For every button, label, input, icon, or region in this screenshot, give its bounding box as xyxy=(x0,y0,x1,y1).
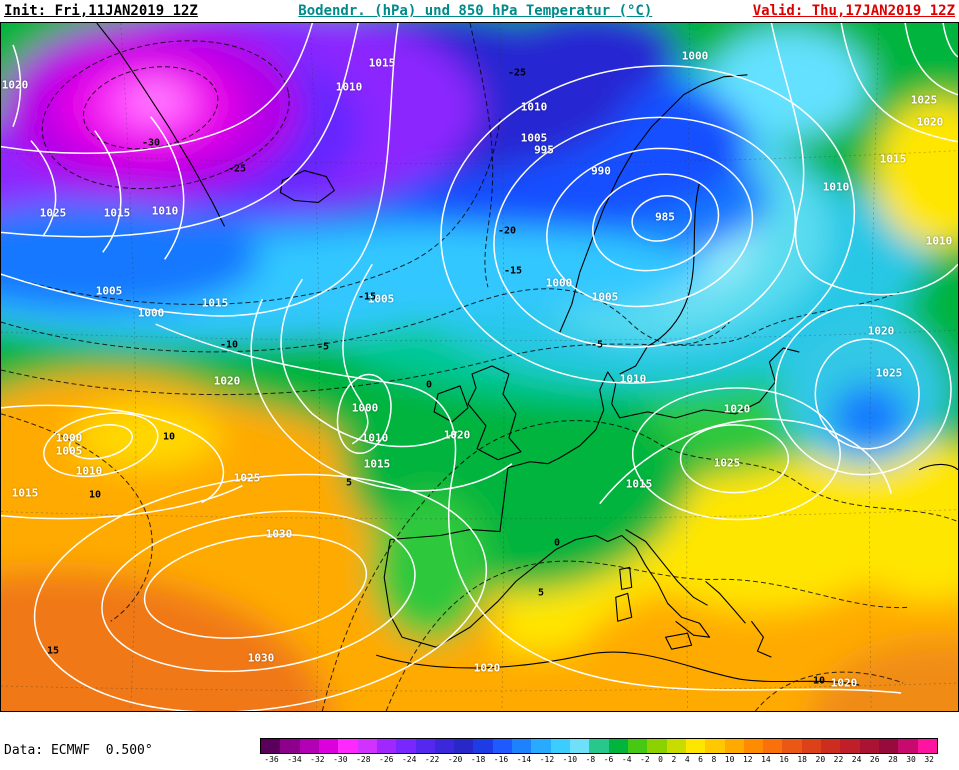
color-scale-cell xyxy=(705,739,725,753)
color-scale-cell xyxy=(550,739,570,753)
scale-tick-label: 14 xyxy=(761,755,771,764)
scale-tick-label: 32 xyxy=(924,755,934,764)
scale-tick-label: -30 xyxy=(333,755,348,764)
color-scale-cell xyxy=(879,739,899,753)
scale-tick-label: -2 xyxy=(640,755,650,764)
scale-tick-label: 8 xyxy=(711,755,717,764)
scale-tick-label: 26 xyxy=(869,755,880,764)
temperature-scale: -36 -34 -32 -30 -28 -26 -24 -22 -20 -18 -16 -14 -12-… xyxy=(260,738,938,765)
color-scale-ticks: -36 -34 -32 -30 -28 -26 -24 -22 -20 -18 -16 -14 -12-… xyxy=(260,755,938,765)
scale-tick-label: 24 xyxy=(851,755,862,764)
scale-tick-label: 12 xyxy=(742,755,753,764)
scale-tick-label: 10 xyxy=(724,755,735,764)
temperature-field xyxy=(1,23,958,711)
scale-tick-label: -8 xyxy=(585,755,596,764)
chart-header: Init: Fri,11JAN2019 12Z Bodendr. (hPa) u… xyxy=(0,0,959,22)
scale-tick-label: 22 xyxy=(833,755,844,764)
color-scale-cell xyxy=(589,739,609,753)
color-scale-bar xyxy=(260,738,938,754)
color-scale-cell xyxy=(492,739,513,753)
color-scale-cell xyxy=(647,739,667,753)
scale-tick-label: -22 xyxy=(424,755,440,764)
scale-tick-label: 2 xyxy=(671,755,677,764)
color-scale-cell xyxy=(338,739,358,753)
chart-title: Bodendr. (hPa) und 850 hPa Temperatur (°… xyxy=(298,3,653,19)
scale-tick-label: -14 xyxy=(516,755,532,764)
scale-tick-label: 16 xyxy=(779,755,789,764)
isobars xyxy=(1,23,958,711)
scale-tick-label: -4 xyxy=(621,755,632,764)
color-scale-cell xyxy=(473,739,493,753)
data-source: Data: ECMWF 0.500° xyxy=(4,743,153,758)
color-scale-cell xyxy=(570,739,590,753)
scale-tick-label: -28 xyxy=(356,755,371,764)
scale-tick-label: -12 xyxy=(539,755,555,764)
scale-tick-label: -36 xyxy=(264,755,279,764)
color-scale-cell xyxy=(415,739,435,753)
color-scale-cell xyxy=(821,739,841,753)
color-scale-cell xyxy=(512,739,532,753)
graticule xyxy=(1,23,958,711)
map-area: 1020 1015 1010 1010 1005 995 990 985 1000 1025 102… xyxy=(0,22,959,712)
color-scale-cell xyxy=(376,739,397,753)
scale-tick-label: -34 xyxy=(287,755,302,764)
scale-tick-label: -24 xyxy=(401,755,417,764)
color-scale-cell xyxy=(434,739,455,753)
color-scale-cell xyxy=(917,739,937,753)
scale-tick-label: -20 xyxy=(447,755,463,764)
color-scale-cell xyxy=(763,739,783,753)
scale-tick-label: -6 xyxy=(603,755,614,764)
scale-tick-label: -18 xyxy=(470,755,486,764)
scale-tick-label: 6 xyxy=(698,755,703,764)
color-scale-cell xyxy=(840,739,860,753)
color-scale-cell xyxy=(357,739,377,753)
color-scale-cell xyxy=(299,739,319,753)
color-scale-cell xyxy=(743,739,764,753)
scale-tick-label: 18 xyxy=(797,755,807,764)
color-scale-cell xyxy=(280,739,300,753)
scale-tick-label: 20 xyxy=(815,755,826,764)
color-scale-cell xyxy=(627,739,648,753)
weather-map-svg xyxy=(1,23,958,711)
scale-tick-label: 4 xyxy=(684,755,690,764)
valid-label: Valid: Thu,17JAN2019 12Z xyxy=(752,3,955,19)
scale-tick-label: -32 xyxy=(310,755,325,764)
scale-tick-label: 30 xyxy=(906,755,916,764)
color-scale-cell xyxy=(898,739,918,753)
color-scale-cell xyxy=(724,739,744,753)
init-label: Init: Fri,11JAN2019 12Z xyxy=(4,3,198,19)
color-scale-cell xyxy=(608,739,628,753)
scale-tick-label: 0 xyxy=(658,755,663,764)
chart-footer: Data: ECMWF 0.500° (C) Wetterzentrale ww… xyxy=(0,712,959,770)
scale-tick-label: 28 xyxy=(888,755,898,764)
scale-tick-label: -10 xyxy=(562,755,578,764)
color-scale-cell xyxy=(859,739,879,753)
color-scale-cell xyxy=(685,739,706,753)
color-scale-cell xyxy=(454,739,474,753)
scale-tick-label: -26 xyxy=(379,755,394,764)
credits: Data: ECMWF 0.500° (C) Wetterzentrale ww… xyxy=(4,713,168,770)
color-scale-cell xyxy=(261,739,281,753)
color-scale-cell xyxy=(666,739,686,753)
color-scale-cell xyxy=(318,739,339,753)
color-scale-cell xyxy=(396,739,416,753)
color-scale-cell xyxy=(531,739,551,753)
color-scale-cell xyxy=(782,739,802,753)
color-scale-cell xyxy=(801,739,822,753)
scale-tick-label: -16 xyxy=(493,755,509,764)
